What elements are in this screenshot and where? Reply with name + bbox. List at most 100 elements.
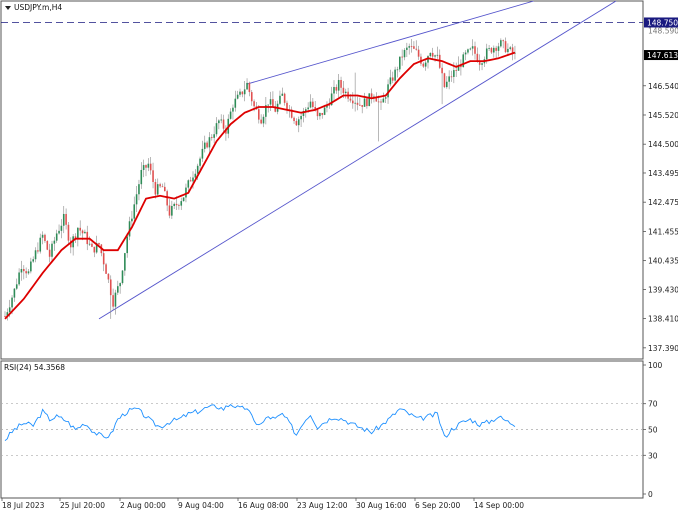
candle [344,88,347,99]
candle [161,183,164,188]
candle [173,202,175,209]
candle [48,243,51,263]
time-tick-label: 9 Aug 04:00 [178,501,224,510]
candle [62,206,65,234]
rsi-tick-label: 0 [648,490,653,499]
price-tick-label: 137.390 [648,344,678,353]
candle [359,97,361,106]
time-tick-label: 14 Sep 00:00 [474,501,524,510]
candle [469,47,472,51]
candle [293,116,295,124]
candle [396,66,399,78]
candle [262,114,265,128]
candle [380,98,382,111]
candle [166,189,168,212]
candlesticks [4,37,516,321]
candle [337,74,340,99]
candle [286,100,288,114]
candle [478,54,481,71]
candle [39,233,42,254]
candle [112,288,114,311]
candle [319,112,321,120]
dropdown-triangle-icon[interactable] [5,6,11,10]
price-axis-ticks: 137.390 138.410 139.430 140.435 141.455 142.4… [643,82,678,353]
candle [32,256,34,263]
candle [53,236,56,251]
candle [457,56,460,71]
candle [403,48,406,61]
candle [243,81,246,102]
candle [13,288,16,302]
candle [333,80,335,102]
chart-title-group: USDJPY.m,H4 [5,3,62,12]
candle [417,45,420,60]
candle [410,39,413,53]
candle [232,104,234,120]
candle [102,250,105,272]
candle [394,66,396,84]
candle [218,119,220,130]
candle [436,46,439,59]
candle [370,88,373,104]
candle [168,199,171,219]
candle [189,176,192,182]
candle [18,268,20,286]
current-price-tag: 147.613 [644,50,678,61]
time-tick-label: 25 Jul 20:00 [60,501,105,510]
moving-average-line [4,51,516,320]
candle [114,289,117,315]
candle [382,92,385,103]
candle [211,134,213,141]
time-tick-label: 2 Aug 00:00 [120,501,166,510]
trendline[interactable] [98,1,617,320]
candle [199,156,201,172]
candle [72,234,74,256]
candle [309,94,312,109]
price-tick-label: 138.410 [648,315,678,324]
price-tick-label: 145.520 [648,111,678,120]
candle [429,52,432,58]
price-tick-label: 139.430 [648,285,678,294]
candle [154,178,157,199]
candle [156,178,159,196]
candle [93,246,96,258]
candle [290,106,293,119]
candle [15,278,18,291]
candle [142,159,145,178]
candle [131,210,133,227]
candle [283,92,286,106]
current-price-label: 147.613 [647,51,678,60]
candle [236,90,239,100]
candle [248,81,251,97]
candle [246,78,248,90]
candle [203,135,206,153]
candle [316,109,319,121]
candle [495,45,497,59]
candle [164,182,166,192]
candle [239,88,241,97]
candle [241,91,244,98]
candle [250,89,253,106]
candle [180,197,183,211]
candle [37,242,39,254]
candle [389,69,392,87]
candle [490,46,493,55]
candle [147,158,150,172]
candle [107,273,110,283]
candle [140,162,143,189]
candle [474,41,476,60]
candle [471,39,474,56]
candle [25,267,27,279]
candle [340,76,342,95]
candle [201,140,204,162]
candle [133,196,136,225]
candle [297,116,300,133]
candle [281,87,284,96]
candle [30,257,32,274]
candle [178,203,180,210]
time-tick-label: 18 Jul 2023 [2,501,45,510]
trendline[interactable] [246,1,534,85]
candle [135,185,138,212]
candle [105,262,107,274]
